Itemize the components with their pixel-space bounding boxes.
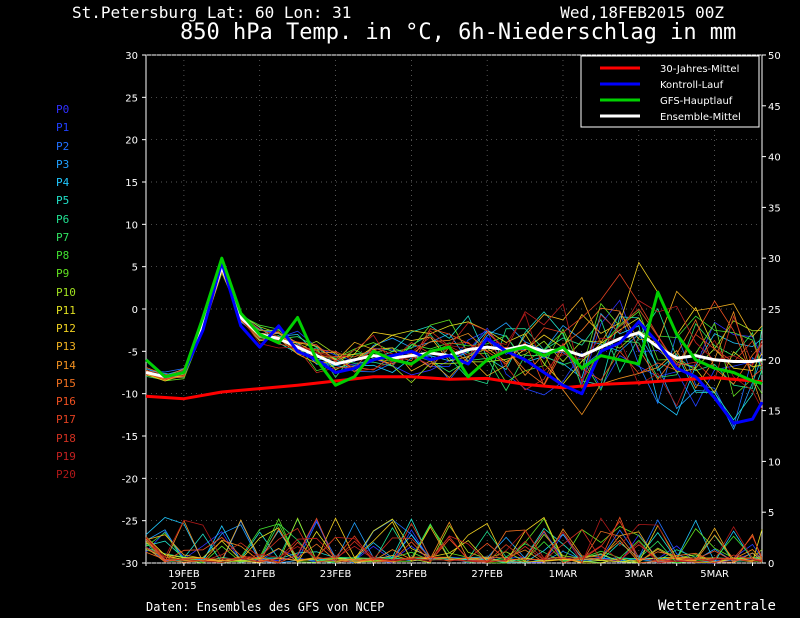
member-line-p6 — [145, 264, 763, 389]
y-right-tick-label: 20 — [768, 356, 781, 367]
y-right-tick-label: 40 — [768, 153, 781, 164]
y-right-tick-label: 35 — [768, 203, 781, 214]
y-left-tick-label: 15 — [125, 178, 138, 189]
legend-label: Kontroll-Lauf — [660, 80, 724, 91]
y-left-tick-label: -5 — [128, 347, 138, 358]
legend-label: 30-Jahres-Mittel — [660, 64, 739, 75]
y-right-tick-label: 15 — [768, 407, 781, 418]
member-line-p19 — [145, 262, 763, 385]
y-left-tick-label: 10 — [125, 220, 138, 231]
member-label-p4: P4 — [56, 176, 70, 189]
y-left-tick-label: 30 — [125, 51, 138, 62]
member-precip-p20 — [145, 517, 763, 564]
y-left-tick-label: 25 — [125, 93, 138, 104]
ensemble-members — [145, 261, 763, 564]
x-tick-label: 21FEB — [244, 569, 276, 580]
member-precip-p2 — [145, 519, 763, 564]
member-line-p0 — [145, 262, 763, 386]
member-line-p1 — [145, 263, 763, 407]
y-right-tick-label: 10 — [768, 457, 781, 468]
brand-label: Wetterzentrale — [657, 598, 776, 614]
y-right-tick-label: 0 — [768, 559, 774, 570]
member-label-p6: P6 — [56, 212, 70, 226]
member-label-p1: P1 — [56, 121, 70, 135]
member-label-p3: P3 — [56, 157, 70, 171]
chart-title: 850 hPa Temp. in °C, 6h-Niederschlag in … — [180, 20, 737, 45]
series-line-kontroll-lauf — [145, 260, 764, 425]
x-tick-label: 3MAR — [624, 569, 653, 580]
member-precip-p17 — [145, 520, 763, 563]
x-tick-label: 25FEB — [396, 569, 428, 580]
member-label-p12: P12 — [56, 322, 76, 335]
y-left-tick-label: -15 — [122, 432, 138, 443]
y-left-tick-label: 20 — [125, 136, 138, 147]
x-tick-label: 27FEB — [471, 569, 503, 580]
member-precip-p11 — [145, 518, 763, 564]
member-label-p5: P5 — [56, 194, 70, 208]
member-label-p7: P7 — [56, 230, 70, 244]
y-left-tick-label: -30 — [122, 559, 138, 570]
series-line-30-jahres-mittel — [145, 375, 763, 401]
member-label-p19: P19 — [56, 449, 76, 463]
member-line-p5 — [145, 267, 763, 421]
ensemble-member-list: P0 P1 P2 P3 P4 P5 P6 P7 P8 P9 P10 P11 P12 P13 P14 P15 P1… — [56, 101, 76, 484]
legend-label: Ensemble-Mittel — [660, 112, 741, 123]
data-credit: Daten: Ensembles des GFS von NCEP — [146, 600, 385, 614]
x-tick-label: 19FEB — [168, 569, 200, 580]
y-left-tick-label: -10 — [122, 390, 138, 401]
member-precip-p14 — [145, 519, 763, 563]
series-line-gfs-hauptlauf — [145, 256, 763, 387]
member-label-p20: P20 — [56, 468, 76, 481]
x-tick-sublabel: 2015 — [171, 581, 196, 592]
legend: 30-Jahres-Mittel Kontroll-Lauf GFS-Hauptla… — [580, 55, 760, 128]
x-tick-label: 1MAR — [549, 569, 578, 580]
member-label-p2: P2 — [56, 139, 70, 153]
y-left-tick-label: -25 — [122, 517, 138, 528]
member-label-p8: P8 — [56, 249, 70, 262]
member-precip-p18 — [145, 527, 763, 564]
member-precip-p12 — [145, 516, 763, 564]
member-label-p13: P13 — [56, 340, 76, 354]
y-right-tick-label: 50 — [768, 51, 781, 62]
y-right-tick-label: 30 — [768, 254, 781, 265]
member-label-p18: P18 — [56, 431, 76, 445]
legend-label: GFS-Hauptlauf — [660, 96, 733, 107]
x-tick-label: 5MAR — [700, 569, 729, 580]
y-right-tick-label: 5 — [768, 508, 774, 519]
member-label-p10: P10 — [56, 285, 76, 299]
member-label-p15: P15 — [56, 376, 76, 390]
member-line-p14 — [145, 266, 763, 416]
member-line-p16 — [145, 263, 763, 387]
member-precip-p13 — [145, 519, 763, 564]
y-left-tick-label: 5 — [132, 263, 138, 274]
member-label-p0: P0 — [56, 103, 70, 116]
location-header: St.Petersburg Lat: 60 Lon: 31 — [72, 3, 352, 22]
x-tick-label: 23FEB — [320, 569, 352, 580]
y-right-tick-label: 45 — [768, 102, 781, 113]
member-precip-p19 — [145, 535, 763, 564]
member-label-p9: P9 — [56, 267, 70, 281]
member-line-p8 — [145, 271, 763, 390]
y-left-tick-label: 0 — [132, 305, 138, 316]
y-right-tick-label: 25 — [768, 305, 781, 316]
member-line-p20 — [145, 268, 763, 410]
member-label-p16: P16 — [56, 395, 76, 408]
member-line-p2 — [145, 262, 763, 428]
run-date: Wed,18FEB2015 00Z — [560, 3, 724, 22]
member-label-p14: P14 — [56, 358, 76, 372]
member-label-p11: P11 — [56, 303, 76, 317]
y-left-tick-label: -20 — [122, 474, 138, 485]
member-label-p17: P17 — [56, 413, 76, 427]
